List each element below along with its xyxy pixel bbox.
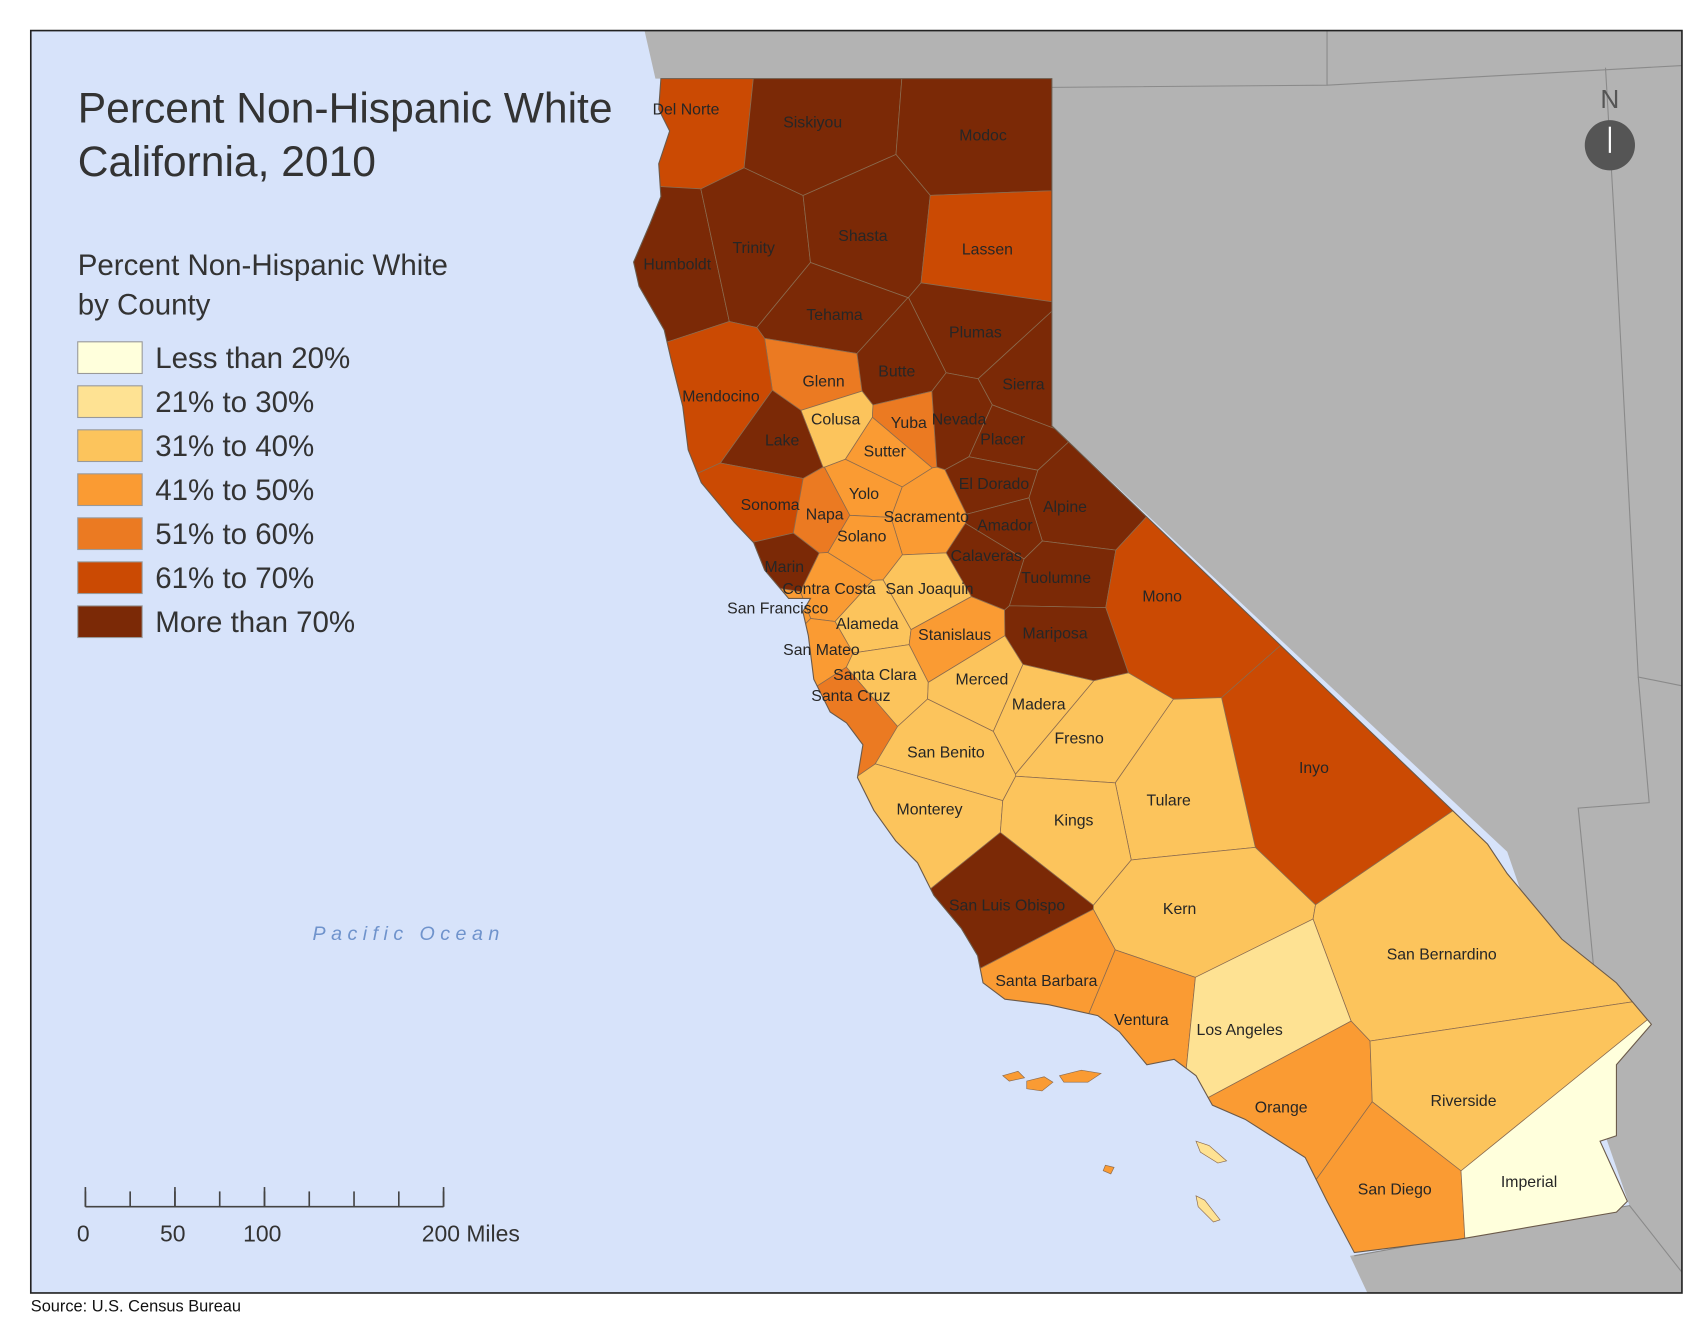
legend-label: 51% to 60% bbox=[155, 518, 314, 551]
scale-label: 0 bbox=[77, 1221, 90, 1247]
county-label: Placer bbox=[980, 431, 1026, 448]
county-label: Santa Cruz bbox=[811, 688, 890, 705]
county-label: San Joaquin bbox=[886, 581, 974, 598]
county-label: Del Norte bbox=[653, 101, 720, 118]
legend-label: 21% to 30% bbox=[155, 386, 314, 419]
county-label: Humboldt bbox=[643, 257, 711, 274]
county-label: Monterey bbox=[897, 801, 963, 818]
county-label: Inyo bbox=[1299, 760, 1329, 777]
county-label: Yuba bbox=[891, 415, 927, 432]
county-label: San Francisco bbox=[727, 601, 828, 618]
county-label: Tulare bbox=[1147, 793, 1191, 810]
county-label: Tuolumne bbox=[1021, 570, 1091, 587]
county-label: Marin bbox=[765, 559, 805, 576]
legend-title: by County bbox=[78, 289, 211, 322]
county-label: Yolo bbox=[849, 486, 879, 503]
county-label: Trinity bbox=[732, 240, 775, 257]
county-label: Merced bbox=[956, 672, 1009, 689]
county-label: Lassen bbox=[962, 241, 1013, 258]
county-label: Plumas bbox=[949, 324, 1002, 341]
county bbox=[633, 321, 773, 697]
state-outline bbox=[633, 78, 1653, 1254]
legend: Less than 20% 21% to 30% 31% to 40% 41% to … bbox=[77, 341, 355, 639]
county-label: Solano bbox=[837, 528, 886, 545]
legend-swatch bbox=[77, 605, 143, 639]
county-label: Siskiyou bbox=[783, 115, 842, 132]
islands bbox=[1002, 1069, 1115, 1175]
county-label: Stanislaus bbox=[918, 627, 991, 644]
islands bbox=[1195, 1140, 1228, 1223]
source: Source: U.S. Census Bureau bbox=[31, 1298, 241, 1316]
county-label: Los Angeles bbox=[1197, 1022, 1283, 1039]
legend-swatch bbox=[77, 517, 143, 551]
county-label: Nevada bbox=[932, 412, 987, 429]
scale-bar: 0 50 100 200 Miles bbox=[77, 1187, 520, 1247]
county-label: San Benito bbox=[907, 745, 985, 762]
north-label: N bbox=[1600, 84, 1619, 114]
county-label: Sierra bbox=[1002, 377, 1044, 394]
county-label: San Luis Obispo bbox=[949, 898, 1065, 915]
county-label: Calaveras bbox=[951, 548, 1022, 565]
neighbor-land bbox=[644, 30, 1682, 1293]
county-label: Modoc bbox=[959, 128, 1007, 145]
county-label: Ventura bbox=[1114, 1012, 1169, 1029]
legend-label: Less than 20% bbox=[155, 342, 350, 375]
county-label: Sacramento bbox=[884, 509, 970, 526]
county-label: Shasta bbox=[838, 228, 887, 245]
county-label: San Mateo bbox=[783, 642, 860, 659]
legend-swatch bbox=[77, 429, 143, 463]
county-label: Orange bbox=[1255, 1100, 1308, 1117]
legend-swatch bbox=[77, 473, 143, 507]
county-label: Contra Costa bbox=[782, 581, 875, 598]
legend-label: More than 70% bbox=[155, 606, 355, 639]
legend-label: 31% to 40% bbox=[155, 430, 314, 463]
county-label: Mono bbox=[1142, 589, 1182, 606]
county-label: Butte bbox=[878, 364, 915, 381]
title: California, 2010 bbox=[78, 138, 376, 186]
county-label: Napa bbox=[806, 507, 844, 524]
legend-label: 41% to 50% bbox=[155, 474, 314, 507]
county-label: Tehama bbox=[806, 307, 863, 324]
title: Percent Non-Hispanic White bbox=[78, 84, 613, 132]
frame bbox=[29, 29, 1683, 1294]
legend-swatch bbox=[77, 561, 143, 595]
county-label: Santa Clara bbox=[833, 667, 917, 684]
county-label: San Diego bbox=[1358, 1182, 1432, 1199]
scale-label: 100 bbox=[243, 1221, 281, 1247]
county-label: Kern bbox=[1163, 901, 1196, 918]
legend-title: Percent Non-Hispanic White bbox=[78, 249, 448, 282]
county-label: Imperial bbox=[1501, 1174, 1557, 1191]
county-label: Colusa bbox=[811, 412, 860, 429]
legend-swatch bbox=[77, 341, 143, 375]
county-label: Fresno bbox=[1055, 730, 1104, 747]
county-label: Alameda bbox=[836, 616, 899, 633]
county-label: Kings bbox=[1054, 812, 1094, 829]
county-label: Sonoma bbox=[741, 497, 800, 514]
scale-label: 200 Miles bbox=[422, 1221, 520, 1247]
county-label: Mendocino bbox=[682, 389, 760, 406]
county-label: San Bernardino bbox=[1387, 947, 1497, 964]
legend-label: 61% to 70% bbox=[155, 562, 314, 595]
ocean-label: Pacific Ocean bbox=[313, 923, 505, 945]
county-label: Riverside bbox=[1431, 1093, 1497, 1110]
county-label: El Dorado bbox=[959, 476, 1030, 493]
county-label: Madera bbox=[1012, 697, 1066, 714]
county-label: Mariposa bbox=[1023, 626, 1088, 643]
county-label: Glenn bbox=[802, 373, 844, 390]
county-label: Amador bbox=[977, 518, 1033, 535]
county-label: Lake bbox=[765, 432, 800, 449]
county-label: Alpine bbox=[1043, 499, 1087, 516]
scale-label: 50 bbox=[160, 1221, 186, 1247]
county-label: Santa Barbara bbox=[995, 973, 1097, 990]
legend-swatch bbox=[77, 385, 143, 419]
county-label: Sutter bbox=[864, 443, 907, 460]
